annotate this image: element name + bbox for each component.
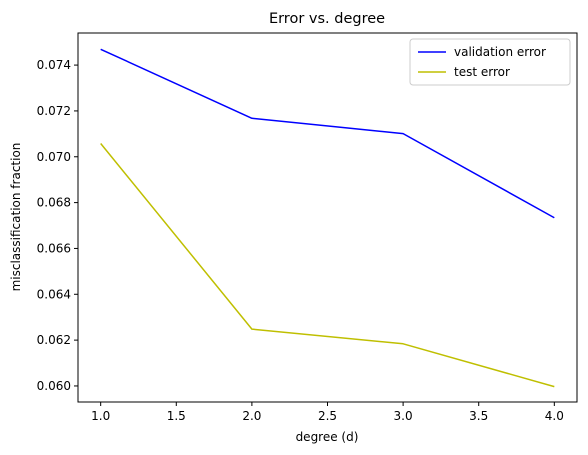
y-axis-title: misclassification fraction: [9, 143, 23, 292]
y-tick-label: 0.070: [37, 150, 71, 164]
x-tick-label: 1.0: [91, 409, 110, 423]
plot-frame: [77, 32, 578, 403]
legend: validation error test error: [409, 38, 571, 86]
y-tick-label: 0.066: [37, 241, 71, 255]
y-tick-label: 0.062: [37, 333, 71, 347]
legend-box: [409, 38, 571, 86]
y-tick-label: 0.072: [37, 104, 71, 118]
series-line-1: [100, 142, 555, 388]
y-tick-label: 0.068: [37, 196, 71, 210]
chart-title: Error vs. degree: [269, 11, 385, 27]
x-tick-label: 2.0: [242, 409, 261, 423]
x-tick-label: 3.0: [394, 409, 413, 423]
x-tick-label: 2.5: [318, 409, 337, 423]
legend-label-1: test error: [454, 65, 510, 79]
x-tick-label: 1.5: [167, 409, 186, 423]
series-line-0: [100, 48, 555, 219]
x-tick-label: 4.0: [545, 409, 564, 423]
x-axis: 1.0 1.5 2.0 2.5 3.0 3.5 4.0: [91, 402, 564, 423]
y-axis: 0.060 0.062 0.064 0.066 0.068 0.070 0.072 0.074: [37, 58, 78, 393]
x-tick-label: 3.5: [469, 409, 488, 423]
legend-label-0: validation error: [454, 45, 546, 59]
x-axis-title: degree (d): [296, 430, 359, 444]
y-tick-label: 0.060: [37, 379, 71, 393]
y-tick-label: 0.064: [37, 287, 71, 301]
y-tick-label: 0.074: [37, 58, 71, 72]
plot-area: [100, 48, 555, 388]
